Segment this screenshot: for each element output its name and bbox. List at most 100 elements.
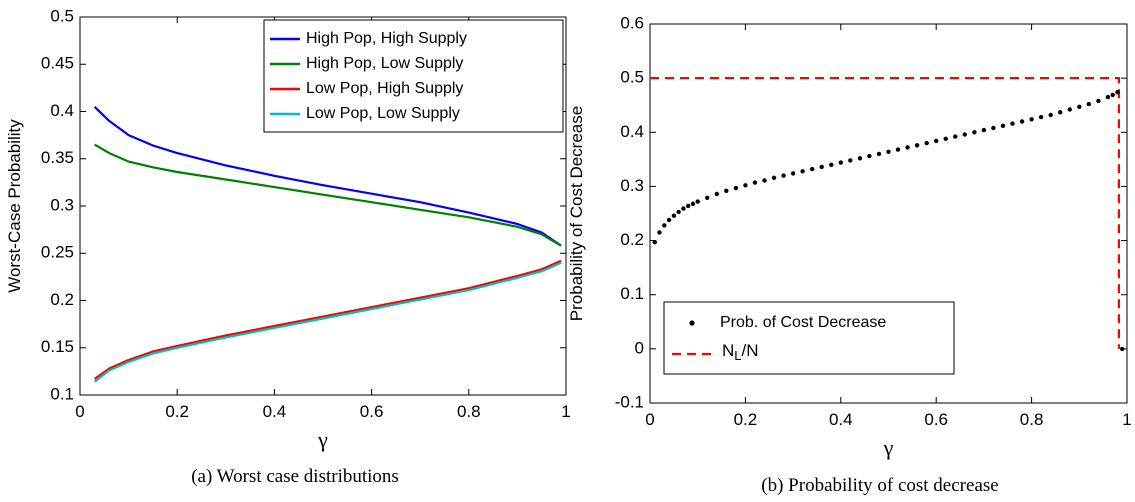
scatter-point [829,162,834,167]
x-tick-label: 1 [1122,410,1131,429]
scatter-point [705,195,710,200]
series-line-4 [93,261,562,383]
y-tick-label: 0.6 [620,13,644,32]
scatter-point [690,201,696,206]
scatter-point [762,178,767,183]
legend-swatch-dot [689,320,695,326]
y-tick-label: 0.15 [41,337,74,356]
x-tick-label: 0 [75,402,84,421]
y-tick-label: 0.3 [620,176,644,195]
scatter-point [943,136,948,141]
scatter-point [666,217,672,223]
series-line-2 [94,143,562,247]
scatter-point [886,149,891,154]
legend-label-main: N [722,341,734,360]
y-tick-label: 0.1 [620,284,644,303]
y-tick-label: 0.5 [620,68,644,87]
scatter-point [838,160,843,165]
y-tick-label: 0.2 [620,230,644,249]
legend-label: NL/N [722,341,759,363]
y-tick-label: 0.2 [50,290,74,309]
x-tick-label: 1 [561,402,570,421]
scatter-point [934,138,939,144]
x-tick-label: 0.8 [1020,410,1044,429]
y-tick-label: 0.3 [50,195,74,214]
scatter-point [733,185,739,191]
legend: Prob. of Cost Decrease NL/N [663,301,955,375]
scatter-point [1110,92,1115,98]
scatter-point [857,156,863,161]
scatter-point [652,240,657,245]
x-tick-label: 0.4 [829,410,853,429]
legend-label-rest: /N [742,341,759,360]
scatter-point [914,143,920,148]
scatter-point [972,130,977,135]
plot-frame [649,23,1128,404]
scatter-point [714,191,719,197]
legend-label: Prob. of Cost Decrease [720,314,886,331]
scatter-point [848,158,853,163]
scatter-point [905,145,910,150]
x-tick-label: 0.8 [457,402,481,421]
scatter-point [781,173,786,178]
legend-label-subscript: L [734,348,741,363]
scatter-point [1000,123,1006,128]
y-axis-label: Probability of Cost Decrease [567,106,586,321]
scatter-point [962,132,967,137]
series-line-1 [93,106,562,247]
scatter-point [819,164,824,170]
scatter-point [1115,90,1120,95]
y-tick-label: 0.35 [41,148,74,167]
scatter-point [724,188,729,193]
legend-label: Low Pop, High Supply [306,80,463,97]
scatter-point [681,206,686,211]
scatter-point [1086,101,1092,107]
scatter-point [1058,110,1063,115]
x-tick-label: 0 [645,410,654,429]
x-tick-label: 0.6 [924,410,948,429]
y-tick-label: 0.4 [50,101,74,120]
scatter-point [895,147,901,152]
panel-caption: (b) Probability of cost decrease [761,475,998,496]
y-tick-label: 0.1 [50,384,74,403]
scatter-point [876,151,882,157]
scatter-point [981,127,987,133]
scatter-point [671,213,677,218]
x-tick-label: 0.2 [734,410,758,429]
x-axis-label: γ [883,435,894,460]
scatter-point [867,153,872,159]
panel-caption: (a) Worst case distributions [191,466,399,487]
x-tick-label: 0.4 [263,402,287,421]
scatter-point [1120,346,1125,352]
series-line-3 [93,259,562,380]
scatter-point [790,171,796,176]
scatter-point [1038,114,1044,120]
scatter-point [743,183,748,188]
scatter-point [800,169,805,174]
scatter-point [695,199,700,204]
legend-label: High Pop, Low Supply [306,55,463,72]
y-tick-label: 0.5 [50,6,74,25]
x-tick-label: 0.2 [165,402,189,421]
legend-label: High Pop, High Supply [306,30,467,47]
legend-box [663,301,955,375]
x-tick-label: 0.6 [360,402,384,421]
legend-box [263,19,564,133]
legend-label: Low Pop, Low Supply [306,105,460,122]
scatter-point [1010,121,1015,126]
panel-worst-case-distributions: 0 0.2 0.4 0.6 0.8 1 0.1 0.15 0.2 0.25 0.3 0.35 0.4 0.… [5,6,571,487]
y-tick-label: 0.4 [620,122,644,141]
scatter-point [1019,119,1025,124]
legend: High Pop, High Supply High Pop, Low Suppl… [263,19,564,133]
scatter-point [1029,117,1034,122]
scatter-point [686,203,691,209]
panel-probability-of-cost-decrease: 0 0.2 0.4 0.6 0.8 1-0.100.10.20.30.40.50.6γPr… [567,13,1132,496]
scatter-point [953,134,958,139]
scatter-point [662,223,667,228]
scatter-point [752,180,758,185]
scatter-point [810,166,815,172]
scatter-point [1048,112,1053,118]
scatter-point [1067,107,1073,112]
y-axis-label: Worst-Case Probability [5,119,24,293]
